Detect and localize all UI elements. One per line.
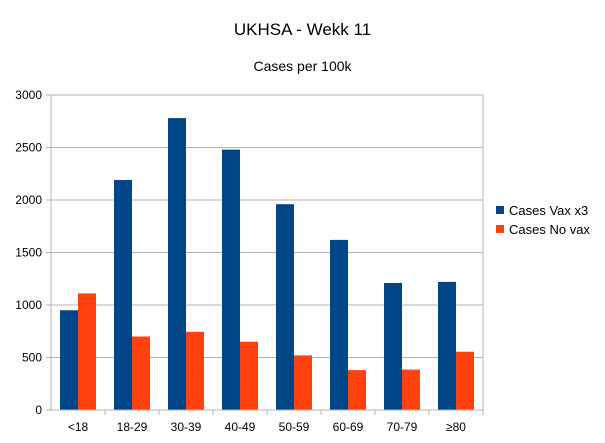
x-tick-label: 70-79	[387, 420, 418, 434]
bar-vax-x3	[60, 310, 78, 410]
bar-vax-x3	[114, 180, 132, 410]
bar-vax-x3	[384, 282, 402, 410]
y-tick-label: 0	[35, 403, 42, 417]
legend-swatch	[496, 225, 504, 233]
chart-subtitle: Cases per 100k	[253, 58, 352, 74]
bar-no-vax	[78, 293, 96, 410]
y-tick-label: 1000	[15, 298, 42, 312]
y-tick-label: 2000	[15, 193, 42, 207]
x-tick-label: 60-69	[333, 420, 364, 434]
legend-swatch	[496, 206, 504, 214]
y-tick-label: 2500	[15, 141, 42, 155]
legend-label: Cases Vax x3	[509, 203, 588, 218]
x-tick-label: <18	[68, 420, 89, 434]
y-tick-label: 500	[22, 351, 42, 365]
legend-label: Cases No vax	[509, 222, 590, 237]
x-tick-label: 18-29	[117, 420, 148, 434]
chart-title: UKHSA - Wekk 11	[233, 20, 372, 39]
bar-no-vax	[240, 341, 258, 410]
bar-no-vax	[294, 355, 312, 410]
bar-no-vax	[402, 369, 420, 410]
bar-vax-x3	[438, 281, 456, 410]
y-tick-label: 3000	[15, 88, 42, 102]
bar-no-vax	[348, 370, 366, 410]
x-tick-label: ≥80	[446, 420, 466, 434]
x-tick-label: 50-59	[279, 420, 310, 434]
bar-vax-x3	[222, 149, 240, 410]
y-tick-label: 1500	[15, 246, 42, 260]
bar-no-vax	[186, 331, 204, 410]
bar-no-vax	[456, 351, 474, 410]
bar-no-vax	[132, 336, 150, 410]
bar-vax-x3	[330, 239, 348, 410]
bar-vax-x3	[276, 204, 294, 410]
bar-vax-x3	[168, 118, 186, 410]
x-tick-label: 40-49	[225, 420, 256, 434]
x-tick-label: 30-39	[171, 420, 202, 434]
